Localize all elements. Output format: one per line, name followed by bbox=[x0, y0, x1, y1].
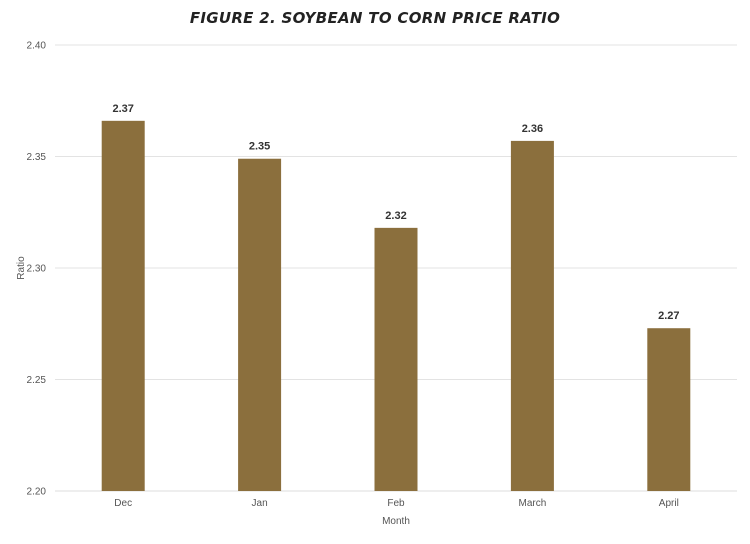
data-label: 2.37 bbox=[112, 103, 133, 115]
y-tick-label: 2.20 bbox=[27, 487, 47, 498]
x-tick-label: April bbox=[659, 498, 679, 509]
bars bbox=[101, 120, 691, 492]
y-tick-label: 2.25 bbox=[27, 375, 47, 386]
data-label: 2.36 bbox=[522, 123, 543, 135]
bar-april bbox=[647, 328, 691, 491]
bar-march bbox=[510, 140, 554, 491]
data-label: 2.32 bbox=[385, 210, 406, 222]
x-tick-label: Feb bbox=[387, 498, 405, 509]
chart-title: FIGURE 2. SOYBEAN TO CORN PRICE RATIO bbox=[189, 9, 561, 27]
x-tick-label: Jan bbox=[252, 498, 268, 509]
x-axis-ticks: Dec Jan Feb March April bbox=[114, 498, 679, 509]
y-tick-label: 2.35 bbox=[27, 152, 47, 163]
data-label: 2.35 bbox=[249, 141, 270, 153]
y-axis-label: Ratio bbox=[16, 256, 27, 280]
x-tick-label: March bbox=[519, 498, 547, 509]
y-tick-label: 2.30 bbox=[27, 264, 47, 275]
data-labels: 2.37 2.35 2.32 2.36 2.27 bbox=[112, 103, 679, 322]
x-axis-label: Month bbox=[382, 516, 410, 527]
bar-jan bbox=[238, 158, 282, 492]
bar-dec bbox=[101, 120, 145, 491]
bar-feb bbox=[374, 227, 418, 492]
y-axis-ticks: 2.20 2.25 2.30 2.35 2.40 bbox=[27, 41, 47, 498]
data-label: 2.27 bbox=[658, 310, 679, 322]
y-tick-label: 2.40 bbox=[27, 41, 47, 52]
x-tick-label: Dec bbox=[114, 498, 132, 509]
